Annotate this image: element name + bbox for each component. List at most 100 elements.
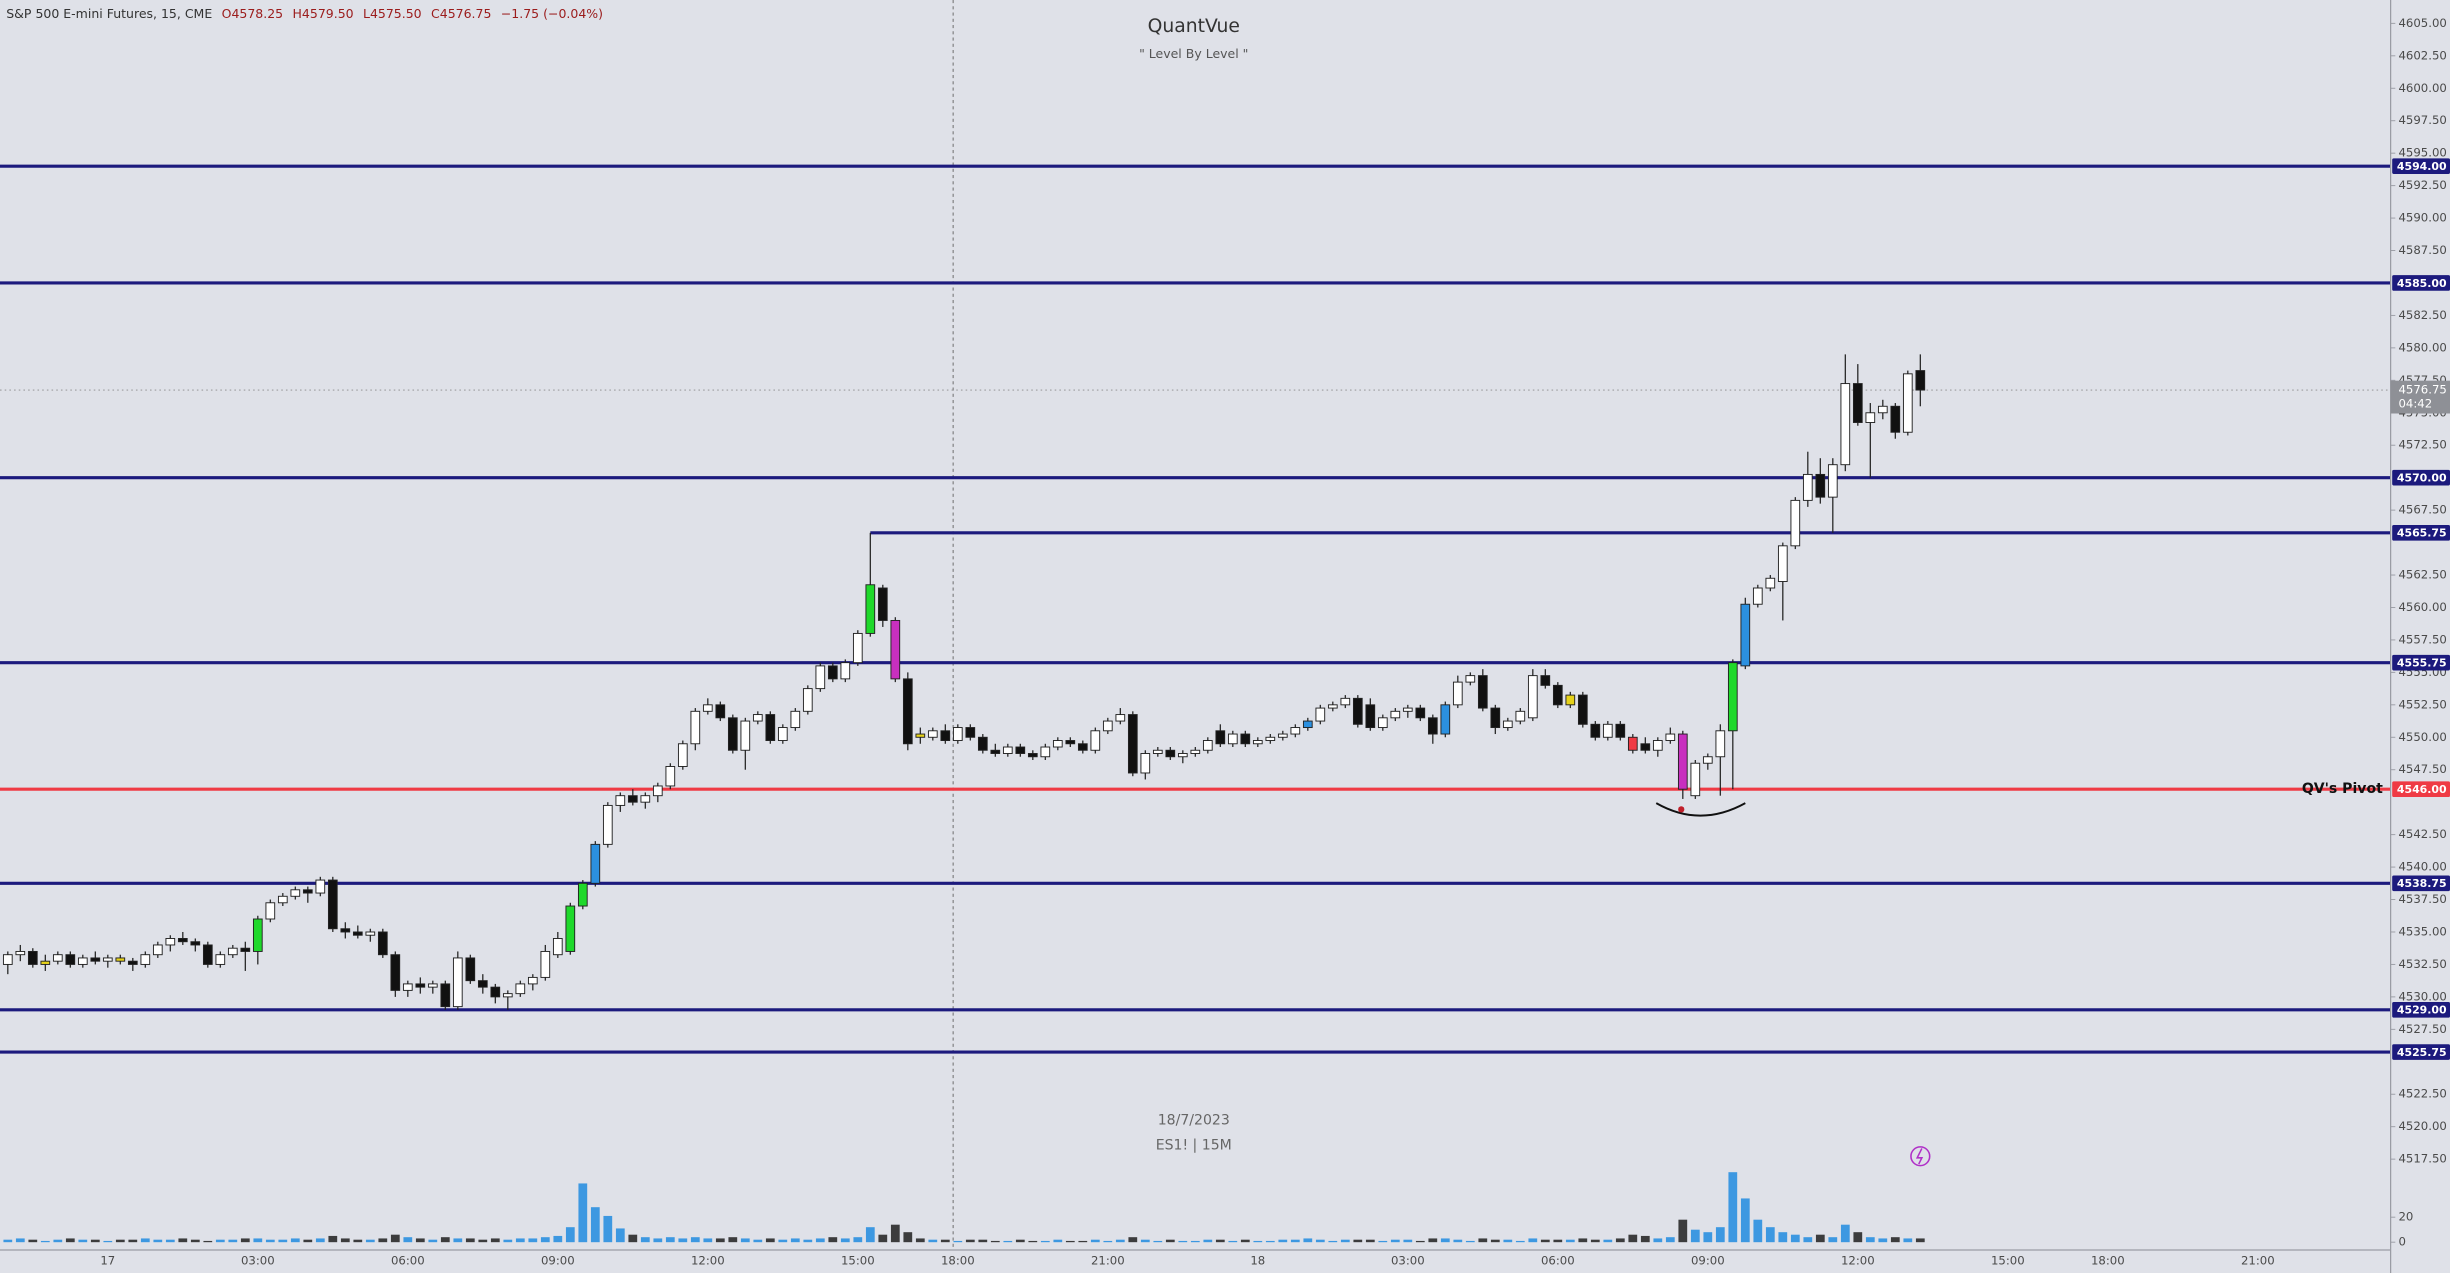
candle-body — [140, 954, 151, 965]
volume-bar — [1178, 1240, 1188, 1243]
candle-body — [152, 944, 163, 956]
alert-icon[interactable] — [1910, 1146, 1931, 1167]
volume-bar — [1078, 1240, 1088, 1243]
volume-bar — [1703, 1232, 1713, 1243]
volume-bar — [1878, 1238, 1888, 1243]
candle-body — [915, 733, 926, 738]
x-tick-label: 12:00 — [1841, 1253, 1875, 1267]
candle-body — [1552, 684, 1563, 706]
volume-bar — [815, 1238, 825, 1243]
candle-body — [627, 795, 638, 803]
candle-body — [1252, 740, 1263, 745]
volume-bar — [965, 1239, 975, 1243]
volume-bar — [1215, 1239, 1225, 1243]
volume-bar — [153, 1239, 163, 1243]
candle-body — [740, 720, 751, 751]
candle-body — [277, 895, 288, 904]
candle-body — [1465, 675, 1476, 683]
candle-body — [665, 766, 676, 787]
candle-body — [1490, 707, 1501, 729]
volume-bar — [1590, 1239, 1600, 1243]
y-tick-label: 4560.00 — [2398, 600, 2446, 614]
candle-body — [927, 730, 938, 738]
candle-body — [1515, 710, 1526, 722]
volume-bar — [1728, 1172, 1738, 1243]
volume-bar — [590, 1207, 600, 1243]
candle-body — [990, 749, 1001, 754]
candle-body — [1140, 753, 1151, 774]
volume-bar — [128, 1239, 138, 1243]
candle-body — [490, 986, 501, 998]
volume-bar — [365, 1239, 375, 1243]
candle-body — [1065, 740, 1076, 745]
volume-bar — [1765, 1227, 1775, 1243]
y-tick-label: 4572.50 — [2398, 438, 2446, 452]
candle-body — [965, 727, 976, 738]
candle-body — [640, 795, 651, 803]
candle-body — [615, 795, 626, 806]
volume-bar — [890, 1224, 900, 1243]
volume-bar — [1903, 1238, 1913, 1243]
volume-bar — [1328, 1240, 1338, 1243]
volume-bar — [1478, 1238, 1488, 1243]
volume-bar — [1203, 1239, 1213, 1243]
y-tick-label: 4580.00 — [2398, 340, 2446, 354]
change: −1.75 (−0.04%) — [501, 6, 603, 21]
level-box — [2392, 469, 2450, 486]
candle-body — [565, 905, 576, 952]
chart-title: QuantVue — [1148, 16, 1240, 37]
candle-body — [1690, 762, 1701, 797]
candle-body — [1090, 730, 1101, 751]
volume-bar — [840, 1238, 850, 1243]
volume-bar — [240, 1238, 250, 1243]
volume-bar — [778, 1239, 788, 1243]
candle-body — [502, 993, 513, 998]
countdown-label: 04:42 — [2398, 397, 2432, 411]
volume-bar — [928, 1239, 938, 1243]
candle-body — [1665, 733, 1676, 741]
candle-body — [1190, 749, 1201, 754]
candle-body — [1352, 697, 1363, 725]
volume-bar — [228, 1239, 238, 1243]
candle-body — [1002, 746, 1013, 754]
candle-body — [1227, 733, 1238, 745]
x-tick-label: 09:00 — [541, 1253, 575, 1267]
volume-bar — [203, 1240, 213, 1243]
high: H4579.50 — [293, 6, 354, 21]
volume-bar — [353, 1239, 363, 1243]
candle-body — [1815, 473, 1826, 498]
candle-body — [1452, 681, 1463, 706]
candle-body — [1440, 704, 1451, 735]
candle-body — [1615, 723, 1626, 738]
candle-body — [27, 950, 38, 965]
candle-body — [902, 678, 913, 745]
volume-bar — [678, 1238, 688, 1243]
candle-body — [1790, 499, 1801, 547]
volume-bar — [290, 1238, 300, 1243]
candles-layer — [2, 354, 1926, 1010]
level-box — [2392, 781, 2450, 798]
candle-body — [15, 950, 26, 956]
candle-body — [40, 960, 51, 965]
volume-bar — [1315, 1239, 1325, 1243]
level-label: 4525.75 — [2397, 1046, 2447, 1059]
candle-body — [1802, 473, 1813, 501]
y-tick-label: 4587.50 — [2398, 243, 2446, 257]
volume-bar — [653, 1238, 663, 1243]
candle-body — [877, 587, 888, 621]
level-label: 4570.00 — [2397, 471, 2447, 484]
candle-body — [352, 931, 363, 936]
candle-body — [427, 983, 438, 988]
volume-bar — [1828, 1237, 1838, 1243]
candle-body — [477, 980, 488, 988]
candle-body — [652, 785, 663, 797]
y-tick-label: 4552.50 — [2398, 697, 2446, 711]
volume-bar — [1340, 1239, 1350, 1243]
candle-body — [1752, 587, 1763, 605]
y-tick-label: 4590.00 — [2398, 211, 2446, 225]
candle-body — [1340, 697, 1351, 706]
volume-tick-label: 20 — [2398, 1210, 2413, 1224]
volume-bar — [1653, 1238, 1663, 1243]
candle-body — [177, 938, 188, 943]
candle-body — [1565, 694, 1576, 706]
